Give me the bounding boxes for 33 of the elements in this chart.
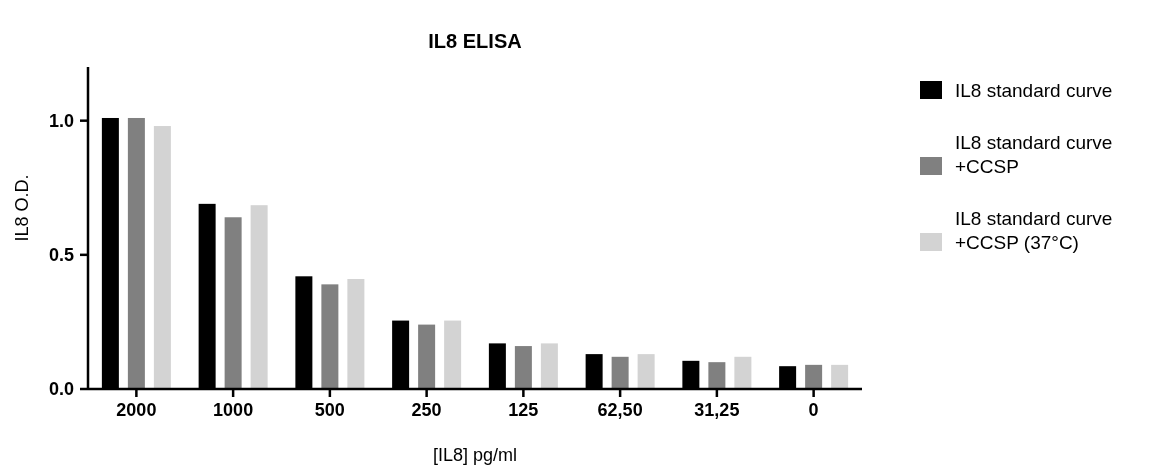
legend-label: IL8 standard curve +CCSP (37°C) bbox=[955, 207, 1113, 253]
x-tick-label: 31,25 bbox=[694, 400, 740, 420]
x-tick-label: 62,50 bbox=[597, 400, 643, 420]
bar bbox=[611, 356, 629, 389]
x-axis-title: [IL8] pg/ml bbox=[432, 445, 518, 465]
x-tick-label: 250 bbox=[411, 400, 442, 420]
bar bbox=[805, 364, 823, 389]
bar bbox=[831, 364, 849, 389]
bar bbox=[321, 284, 339, 389]
bar bbox=[540, 343, 558, 389]
y-tick-label: 0.0 bbox=[48, 379, 74, 400]
legend-label: IL8 standard curve +CCSP bbox=[955, 131, 1113, 177]
bar bbox=[708, 362, 726, 389]
y-tick-label: 1.0 bbox=[48, 110, 74, 131]
x-tick-label: 2000 bbox=[116, 400, 157, 420]
bar bbox=[127, 117, 145, 389]
y-tick-label: 0.5 bbox=[48, 245, 74, 266]
bar bbox=[734, 356, 752, 389]
legend-label: IL8 standard curve bbox=[955, 79, 1113, 101]
bar bbox=[347, 278, 365, 389]
x-tick-label: 0 bbox=[808, 400, 819, 420]
bar bbox=[637, 354, 655, 389]
x-tick-label: 125 bbox=[508, 400, 539, 420]
x-tick-label: 1000 bbox=[213, 400, 254, 420]
y-axis-title: IL8 O.D. bbox=[12, 174, 32, 242]
bar bbox=[153, 126, 171, 389]
bar bbox=[514, 346, 532, 389]
chart-title: IL8 ELISA bbox=[428, 30, 522, 52]
bar bbox=[224, 217, 242, 389]
bar bbox=[444, 320, 462, 389]
x-tick-label: 500 bbox=[314, 400, 345, 420]
bar bbox=[418, 324, 436, 389]
bar bbox=[250, 205, 268, 389]
